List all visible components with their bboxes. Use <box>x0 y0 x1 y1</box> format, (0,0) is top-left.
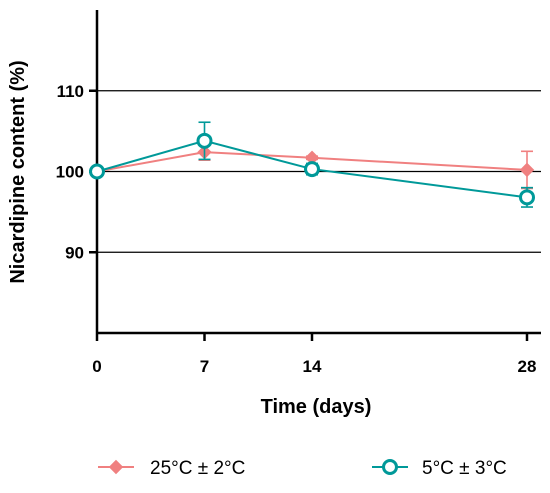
data-point <box>519 162 535 178</box>
legend: 25°C ± 2°C 5°C ± 3°C <box>98 458 507 479</box>
y-tick-label: 100 <box>56 163 84 182</box>
series-line <box>96 139 528 199</box>
legend-diamond-marker <box>108 459 124 475</box>
legend-item-1: 5°C ± 3°C <box>372 458 507 479</box>
x-tick-label: 0 <box>92 357 101 376</box>
x-ticks: 0 7 14 28 <box>92 333 536 376</box>
legend-label: 25°C ± 2°C <box>150 458 245 479</box>
series-layer <box>89 121 535 208</box>
legend-circle-marker <box>382 459 398 475</box>
y-tick-label: 110 <box>57 82 84 101</box>
x-tick-label: 28 <box>518 357 537 376</box>
x-tick-label: 7 <box>200 357 209 376</box>
data-point <box>304 161 320 178</box>
y-ticks: 90 100 110 <box>56 82 97 262</box>
x-axis-title: Time (days) <box>261 396 372 418</box>
legend-item-0: 25°C ± 2°C <box>98 458 245 479</box>
data-point <box>196 132 213 149</box>
y-tick-label: 90 <box>65 243 84 262</box>
x-tick-label: 14 <box>303 357 322 376</box>
series-1 <box>89 121 535 208</box>
legend-label: 5°C ± 3°C <box>422 458 507 479</box>
data-point <box>519 189 535 206</box>
y-axis-title: Nicardipine content (%) <box>7 60 29 283</box>
data-point <box>89 163 105 180</box>
